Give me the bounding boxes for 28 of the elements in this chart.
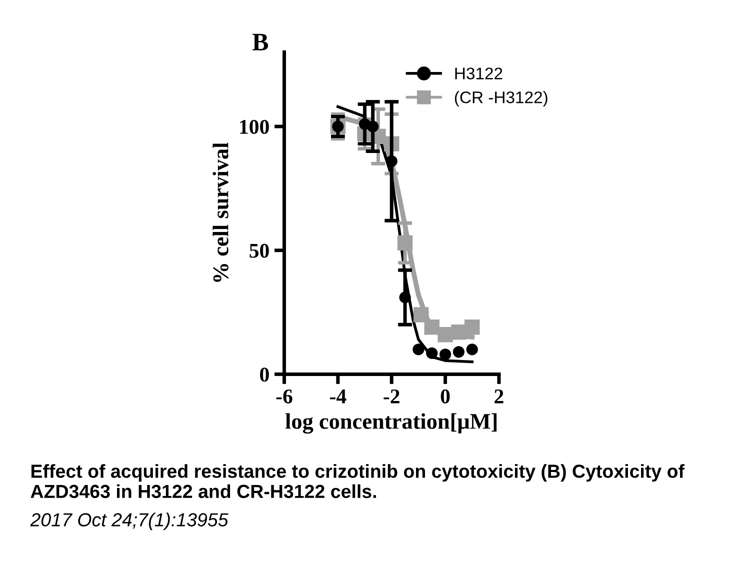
x-tick-label: -2 [384, 389, 400, 404]
chart-title: B [252, 34, 268, 50]
x-tick-label: 0 [440, 389, 450, 404]
x-tick-label: 2 [494, 389, 504, 404]
point [464, 320, 480, 335]
legend-label: H3122 [455, 68, 502, 80]
text: 2017 Oct 24;7(1):13955 [30, 512, 228, 530]
point [399, 292, 411, 304]
x-tick-label: -4 [330, 390, 346, 404]
legend-label: (CR -H3122) [454, 91, 548, 107]
text: Effect of acquired resistance to crizotinib on cytotoxicity (B) Cytoxicity of AZD3463 in H3122 and CR-H3122 cells. [30, 464, 685, 498]
point [424, 320, 440, 335]
x-axis-title: log concentration[μM] [285, 413, 497, 434]
y-tick-label: 100 [240, 120, 269, 134]
point [426, 347, 438, 359]
point [466, 344, 478, 356]
point [452, 346, 465, 358]
point [386, 155, 398, 167]
point [412, 344, 424, 356]
x-tick-label: -6 [276, 389, 292, 404]
point [414, 307, 429, 322]
y-tick-label: 50 [250, 244, 269, 258]
point [397, 235, 413, 251]
point [439, 348, 452, 360]
point [451, 324, 466, 340]
y-tick-label: 0 [260, 368, 269, 382]
point [367, 120, 379, 132]
y-axis-title: % cell survival [212, 142, 228, 282]
